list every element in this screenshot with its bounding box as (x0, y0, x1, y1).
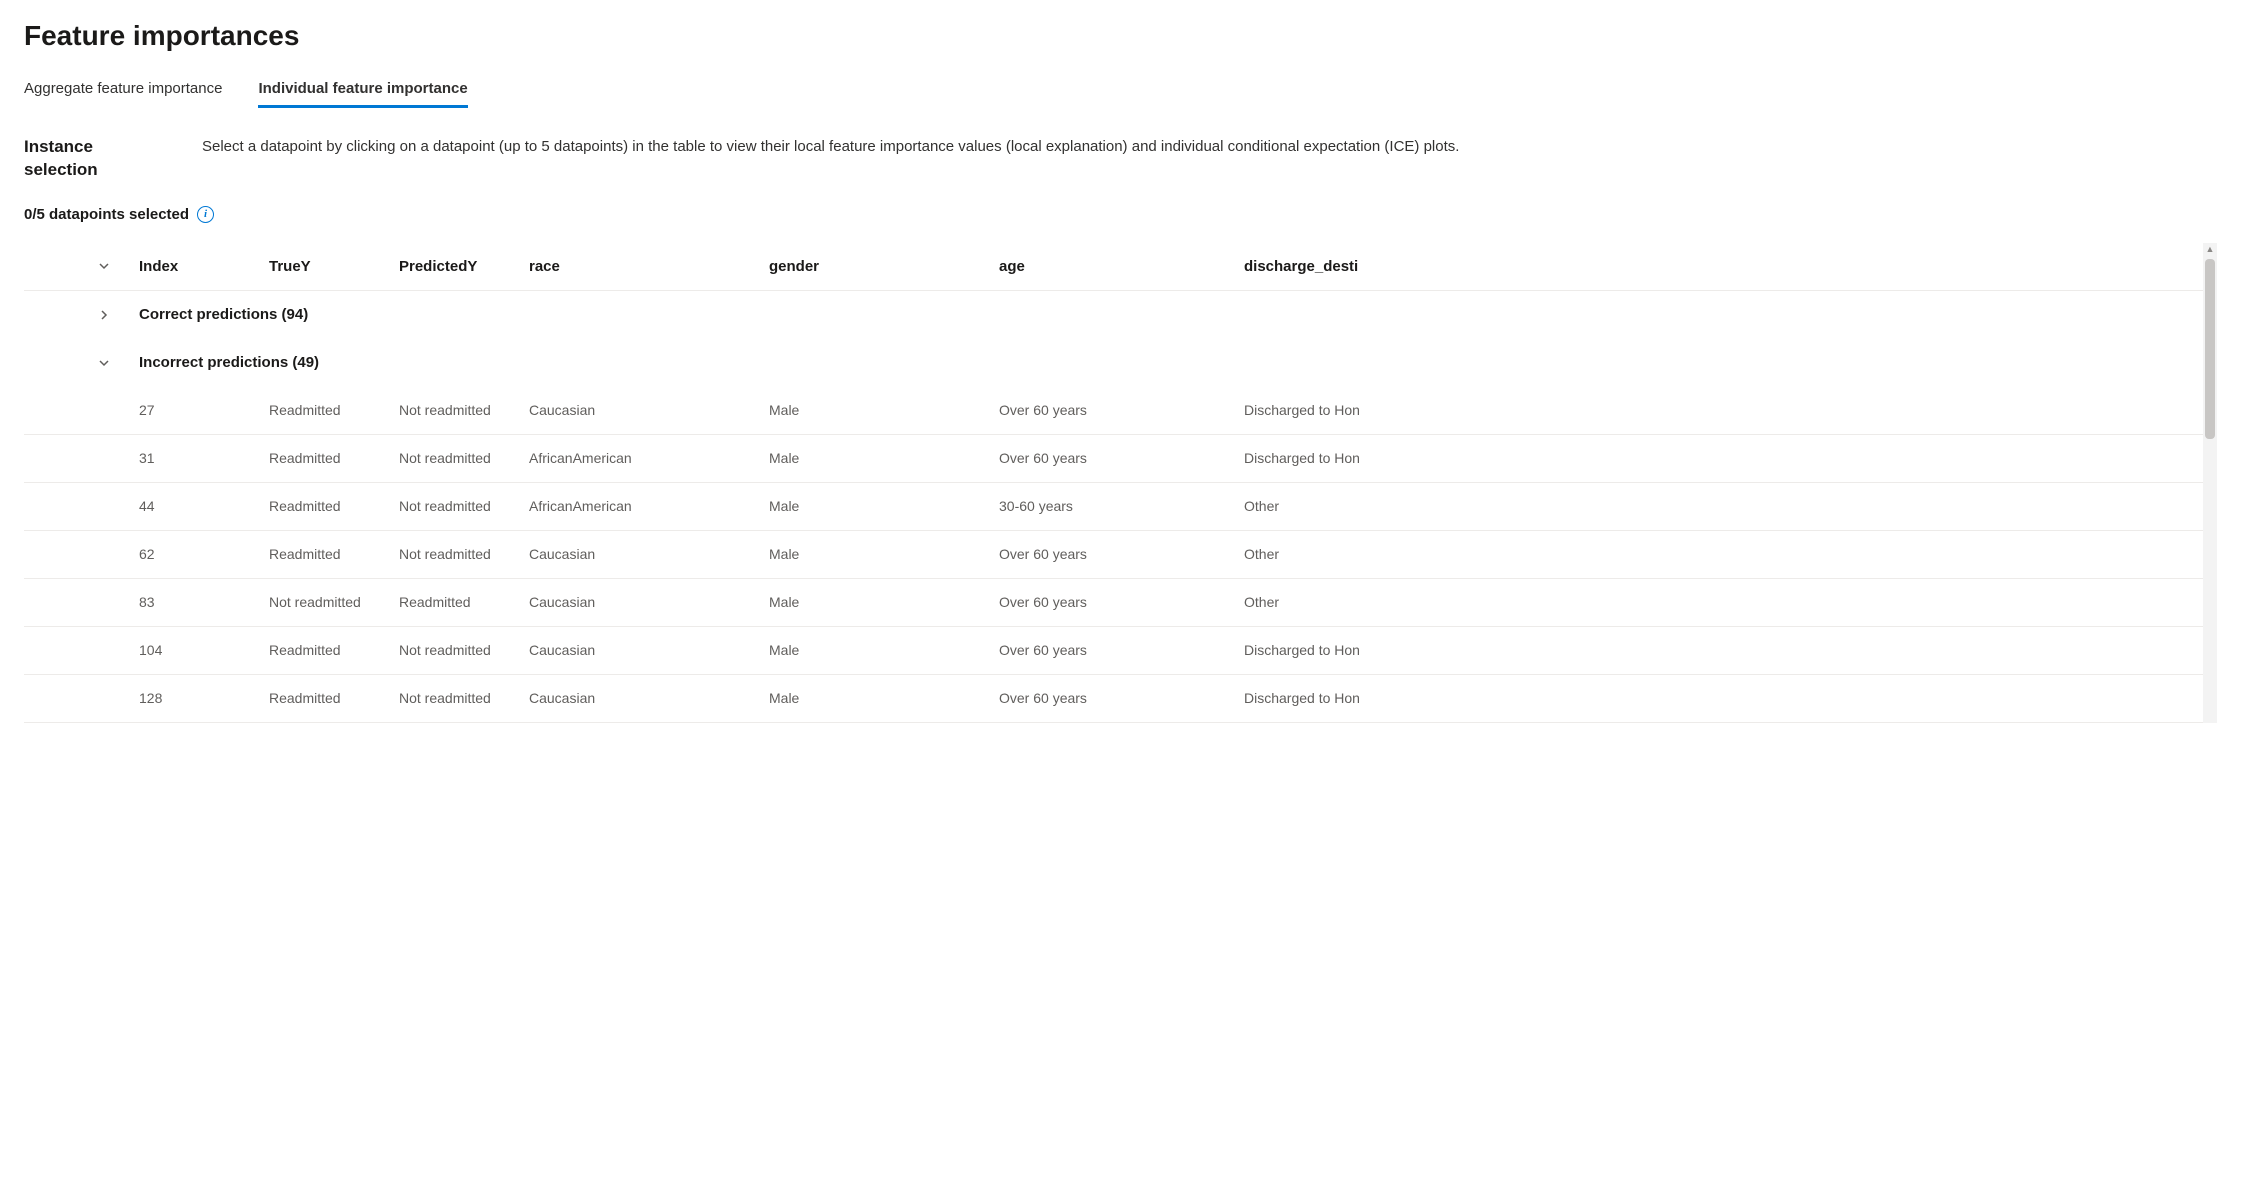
group-label: Correct predictions (94) (139, 306, 308, 323)
cell-truey: Readmitted (269, 498, 399, 514)
cell-discharge: Discharged to Hon (1244, 690, 1404, 706)
cell-predicted: Not readmitted (399, 450, 529, 466)
tab-aggregate[interactable]: Aggregate feature importance (24, 80, 222, 108)
cell-index: 83 (139, 594, 269, 610)
instance-label: Instance selection (24, 136, 154, 182)
chevron-down-icon (97, 259, 111, 273)
col-header-race[interactable]: race (529, 258, 769, 275)
tab-individual[interactable]: Individual feature importance (258, 80, 467, 108)
info-icon[interactable]: i (197, 206, 214, 223)
cell-discharge: Other (1244, 594, 1404, 610)
page-title: Feature importances (24, 20, 2217, 52)
cell-gender: Male (769, 498, 999, 514)
cell-gender: Male (769, 402, 999, 418)
cell-index: 104 (139, 642, 269, 658)
table-row[interactable]: 62ReadmittedNot readmittedCaucasianMaleO… (24, 531, 2217, 579)
col-header-index[interactable]: Index (139, 258, 269, 275)
cell-index: 128 (139, 690, 269, 706)
cell-predicted: Not readmitted (399, 402, 529, 418)
cell-index: 44 (139, 498, 269, 514)
cell-index: 27 (139, 402, 269, 418)
cell-race: Caucasian (529, 546, 769, 562)
data-table: Index TrueY PredictedY race gender age d… (24, 243, 2217, 723)
cell-age: Over 60 years (999, 594, 1244, 610)
cell-gender: Male (769, 642, 999, 658)
cell-gender: Male (769, 450, 999, 466)
scroll-up-icon[interactable]: ▲ (2206, 243, 2215, 256)
table-header-row: Index TrueY PredictedY race gender age d… (24, 243, 2217, 291)
cell-race: AfricanAmerican (529, 450, 769, 466)
cell-index: 31 (139, 450, 269, 466)
cell-truey: Not readmitted (269, 594, 399, 610)
cell-race: Caucasian (529, 594, 769, 610)
group-chevron-cell (24, 308, 139, 322)
chevron-right-icon (97, 308, 111, 322)
header-chevron-cell[interactable] (24, 259, 139, 273)
cell-race: Caucasian (529, 402, 769, 418)
cell-race: Caucasian (529, 690, 769, 706)
cell-age: Over 60 years (999, 690, 1244, 706)
cell-predicted: Not readmitted (399, 498, 529, 514)
cell-age: Over 60 years (999, 450, 1244, 466)
cell-truey: Readmitted (269, 450, 399, 466)
cell-gender: Male (769, 594, 999, 610)
cell-age: Over 60 years (999, 402, 1244, 418)
cell-truey: Readmitted (269, 402, 399, 418)
cell-truey: Readmitted (269, 690, 399, 706)
cell-age: Over 60 years (999, 642, 1244, 658)
tabs-container: Aggregate feature importance Individual … (24, 80, 2217, 108)
group-incorrect-predictions[interactable]: Incorrect predictions (49) (24, 339, 2217, 387)
cell-age: 30-60 years (999, 498, 1244, 514)
group-label: Incorrect predictions (49) (139, 354, 319, 371)
cell-gender: Male (769, 546, 999, 562)
cell-discharge: Discharged to Hon (1244, 402, 1404, 418)
cell-predicted: Not readmitted (399, 642, 529, 658)
cell-age: Over 60 years (999, 546, 1244, 562)
selection-count: 0/5 datapoints selected (24, 206, 189, 223)
scroll-thumb[interactable] (2205, 259, 2215, 439)
cell-discharge: Discharged to Hon (1244, 450, 1404, 466)
table-row[interactable]: 83Not readmittedReadmittedCaucasianMaleO… (24, 579, 2217, 627)
table-row[interactable]: 128ReadmittedNot readmittedCaucasianMale… (24, 675, 2217, 723)
instance-section: Instance selection Select a datapoint by… (24, 136, 2217, 182)
cell-race: Caucasian (529, 642, 769, 658)
col-header-gender[interactable]: gender (769, 258, 999, 275)
table-row[interactable]: 44ReadmittedNot readmittedAfricanAmerica… (24, 483, 2217, 531)
cell-race: AfricanAmerican (529, 498, 769, 514)
scrollbar[interactable]: ▲ (2203, 243, 2217, 723)
cell-truey: Readmitted (269, 642, 399, 658)
col-header-age[interactable]: age (999, 258, 1244, 275)
group-chevron-cell (24, 356, 139, 370)
group-correct-predictions[interactable]: Correct predictions (94) (24, 291, 2217, 339)
table-row[interactable]: 27ReadmittedNot readmittedCaucasianMaleO… (24, 387, 2217, 435)
selection-status: 0/5 datapoints selected i (24, 206, 2217, 223)
col-header-predictedy[interactable]: PredictedY (399, 258, 529, 275)
cell-discharge: Other (1244, 546, 1404, 562)
instance-description: Select a datapoint by clicking on a data… (202, 136, 2217, 159)
table-row[interactable]: 31ReadmittedNot readmittedAfricanAmerica… (24, 435, 2217, 483)
cell-predicted: Not readmitted (399, 690, 529, 706)
cell-index: 62 (139, 546, 269, 562)
cell-truey: Readmitted (269, 546, 399, 562)
table-row[interactable]: 104ReadmittedNot readmittedCaucasianMale… (24, 627, 2217, 675)
col-header-discharge[interactable]: discharge_desti (1244, 258, 1404, 275)
cell-discharge: Discharged to Hon (1244, 642, 1404, 658)
cell-gender: Male (769, 690, 999, 706)
cell-predicted: Not readmitted (399, 546, 529, 562)
chevron-down-icon (97, 356, 111, 370)
cell-discharge: Other (1244, 498, 1404, 514)
cell-predicted: Readmitted (399, 594, 529, 610)
col-header-truey[interactable]: TrueY (269, 258, 399, 275)
